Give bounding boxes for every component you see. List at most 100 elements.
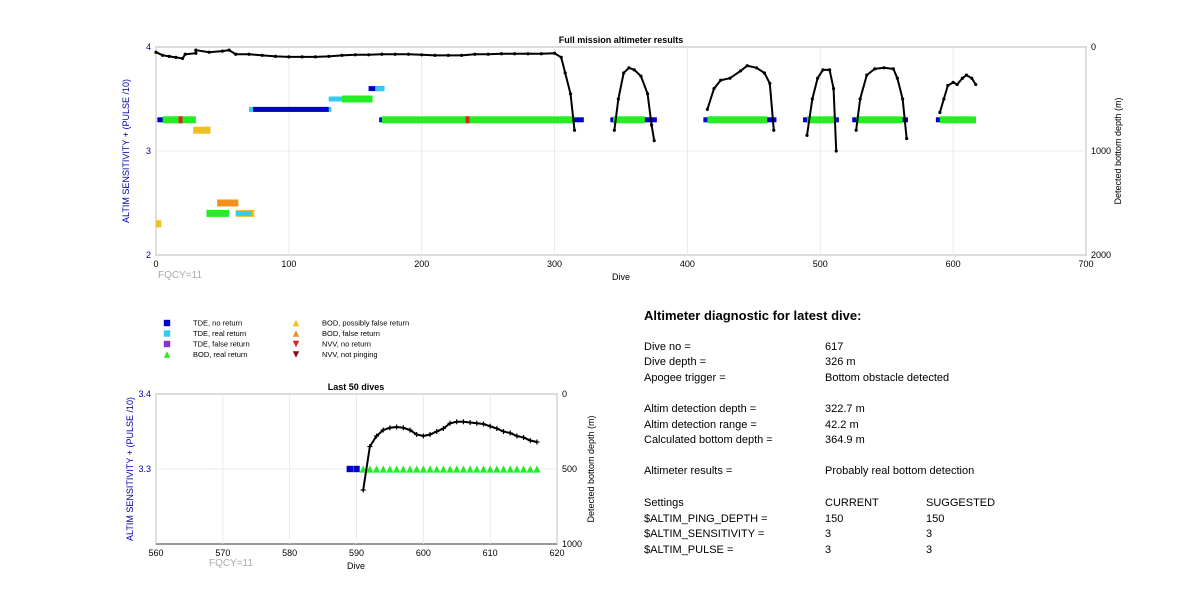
setting-pulse-suggested: 3 bbox=[926, 544, 933, 556]
bod-real-return-marker bbox=[486, 465, 494, 473]
bottom-depth-point bbox=[865, 73, 869, 77]
y-tick-label: 3 bbox=[146, 146, 151, 156]
bod-real-return-marker bbox=[493, 465, 501, 473]
bottom-chart-title: Last 50 dives bbox=[328, 382, 385, 392]
bottom-depth-point bbox=[951, 80, 955, 84]
x-tick-label: 610 bbox=[483, 548, 498, 558]
bod-real-return-marker bbox=[426, 465, 434, 473]
bottom-depth-point bbox=[559, 55, 563, 60]
bod-real-return-marker bbox=[433, 465, 441, 473]
y2-tick-label: 0 bbox=[1091, 42, 1096, 52]
legend-marker-tde-real-return bbox=[163, 330, 171, 337]
bod-real-return-marker bbox=[439, 465, 447, 473]
diagnostic-title: Altimeter diagnostic for latest dive: bbox=[644, 308, 862, 323]
bod-real-return-marker bbox=[499, 465, 508, 473]
bottom-depth-point bbox=[459, 53, 464, 57]
legend-label: BOD, possibly false return bbox=[322, 319, 409, 328]
bod-real-return-marker bbox=[446, 465, 454, 473]
bottom-depth-point bbox=[494, 426, 500, 431]
bottom-depth-point bbox=[938, 110, 942, 115]
bottom-depth-point bbox=[762, 71, 767, 75]
segment-bod-real-return bbox=[939, 116, 976, 124]
tde-no-return-marker bbox=[346, 465, 354, 473]
bottom-depth-point bbox=[754, 66, 759, 70]
bottom-depth-point bbox=[772, 128, 776, 132]
y2-tick-label: 1000 bbox=[1091, 146, 1111, 156]
segment-tde-real-return bbox=[235, 210, 252, 216]
dive-depth-label: Dive depth = bbox=[644, 356, 707, 368]
bottom-depth-point bbox=[905, 136, 909, 141]
bottom-depth-point bbox=[816, 76, 820, 80]
bottom-x-axis-label: Dive bbox=[347, 561, 365, 571]
bottom-depth-point bbox=[260, 53, 264, 57]
bottom-depth-point bbox=[180, 56, 185, 61]
setting-pulse-current: 3 bbox=[825, 544, 832, 556]
bottom-depth-point bbox=[810, 97, 814, 101]
bottom-depth-point bbox=[174, 55, 178, 60]
bottom-depth-point bbox=[534, 439, 540, 445]
bottom-depth-point bbox=[946, 83, 950, 88]
y-tick-label: 3.4 bbox=[138, 389, 151, 399]
bottom-depth-point bbox=[960, 76, 965, 80]
bod-real-return-marker bbox=[413, 465, 421, 473]
setting-ping-depth-label: $ALTIM_PING_DEPTH = bbox=[644, 513, 768, 525]
segment-nvv-no-return bbox=[465, 116, 470, 124]
bod-real-return-marker bbox=[399, 465, 407, 473]
y2-tick-label: 1000 bbox=[562, 539, 582, 549]
bottom-depth-point bbox=[414, 432, 420, 437]
bod-real-return-marker bbox=[506, 465, 514, 473]
bottom-depth-point bbox=[287, 55, 291, 59]
bod-real-return-marker bbox=[519, 465, 528, 473]
bottom-depth-point bbox=[434, 429, 440, 434]
bottom-depth-point bbox=[527, 438, 533, 443]
segment-bod-real-return bbox=[381, 116, 575, 124]
bod-real-return-marker bbox=[453, 465, 461, 473]
calculated-bottom-depth-value: 364.9 m bbox=[825, 434, 865, 446]
bottom-depth-point bbox=[340, 53, 344, 57]
bottom-depth-point bbox=[167, 54, 171, 58]
top-chart-title: Full mission altimeter results bbox=[559, 35, 684, 45]
bottom-depth-point bbox=[433, 53, 437, 57]
legend-label: NVV, no return bbox=[322, 340, 371, 349]
x-tick-label: 570 bbox=[215, 548, 230, 558]
segment-bod-real-return bbox=[707, 116, 768, 124]
bottom-depth-point bbox=[552, 51, 557, 55]
bottom-depth-point bbox=[572, 128, 577, 132]
bottom-depth-point bbox=[901, 97, 905, 101]
bottom-depth-point bbox=[970, 76, 974, 80]
altimeter-results-value: Probably real bottom detection bbox=[825, 465, 975, 477]
legend-marker-tde-false-return bbox=[163, 340, 171, 348]
bottom-depth-point bbox=[854, 128, 858, 132]
bottom-depth-point bbox=[616, 97, 620, 101]
segment-bod-possibly-false-return bbox=[193, 126, 211, 134]
x-tick-label: 400 bbox=[680, 259, 695, 269]
bottom-y-axis-label: ALTIM SENSITIVITY + (PULSE /10) bbox=[125, 397, 135, 541]
top-x-axis-label: Dive bbox=[612, 272, 630, 282]
legend-marker-bod-false-return bbox=[292, 330, 300, 337]
bod-real-return-marker bbox=[379, 465, 387, 473]
bottom-depth-point bbox=[480, 421, 486, 427]
bottom-depth-point bbox=[622, 71, 626, 75]
bod-real-return-marker bbox=[526, 465, 534, 473]
bottom-depth-point bbox=[831, 87, 836, 91]
bottom-depth-point bbox=[427, 432, 433, 437]
legend-label: BOD, real return bbox=[193, 350, 248, 359]
bottom-depth-point bbox=[501, 429, 507, 434]
bottom-depth-point bbox=[649, 123, 654, 127]
bottom-depth-point bbox=[447, 420, 453, 426]
bottom-depth-point bbox=[834, 149, 838, 153]
bottom-depth-point bbox=[374, 433, 380, 439]
altim-detection-range-value: 42.2 m bbox=[825, 419, 859, 431]
bottom-depth-point bbox=[563, 71, 567, 75]
dive-depth-value: 326 m bbox=[825, 356, 856, 368]
bottom-y2-axis-label: Detected bottom depth (m) bbox=[586, 415, 596, 522]
bottom-depth-point bbox=[154, 50, 158, 54]
bottom-depth-point bbox=[273, 54, 278, 58]
full-mission-chart: Full mission altimeter results Dive ALTI… bbox=[121, 35, 1123, 282]
bottom-depth-point bbox=[227, 48, 231, 52]
calculated-bottom-depth-label: Calculated bottom depth = bbox=[644, 434, 773, 446]
segment-bod-real-return bbox=[807, 116, 837, 124]
bottom-depth-point bbox=[394, 424, 400, 430]
settings-header-label: Settings bbox=[644, 497, 684, 509]
